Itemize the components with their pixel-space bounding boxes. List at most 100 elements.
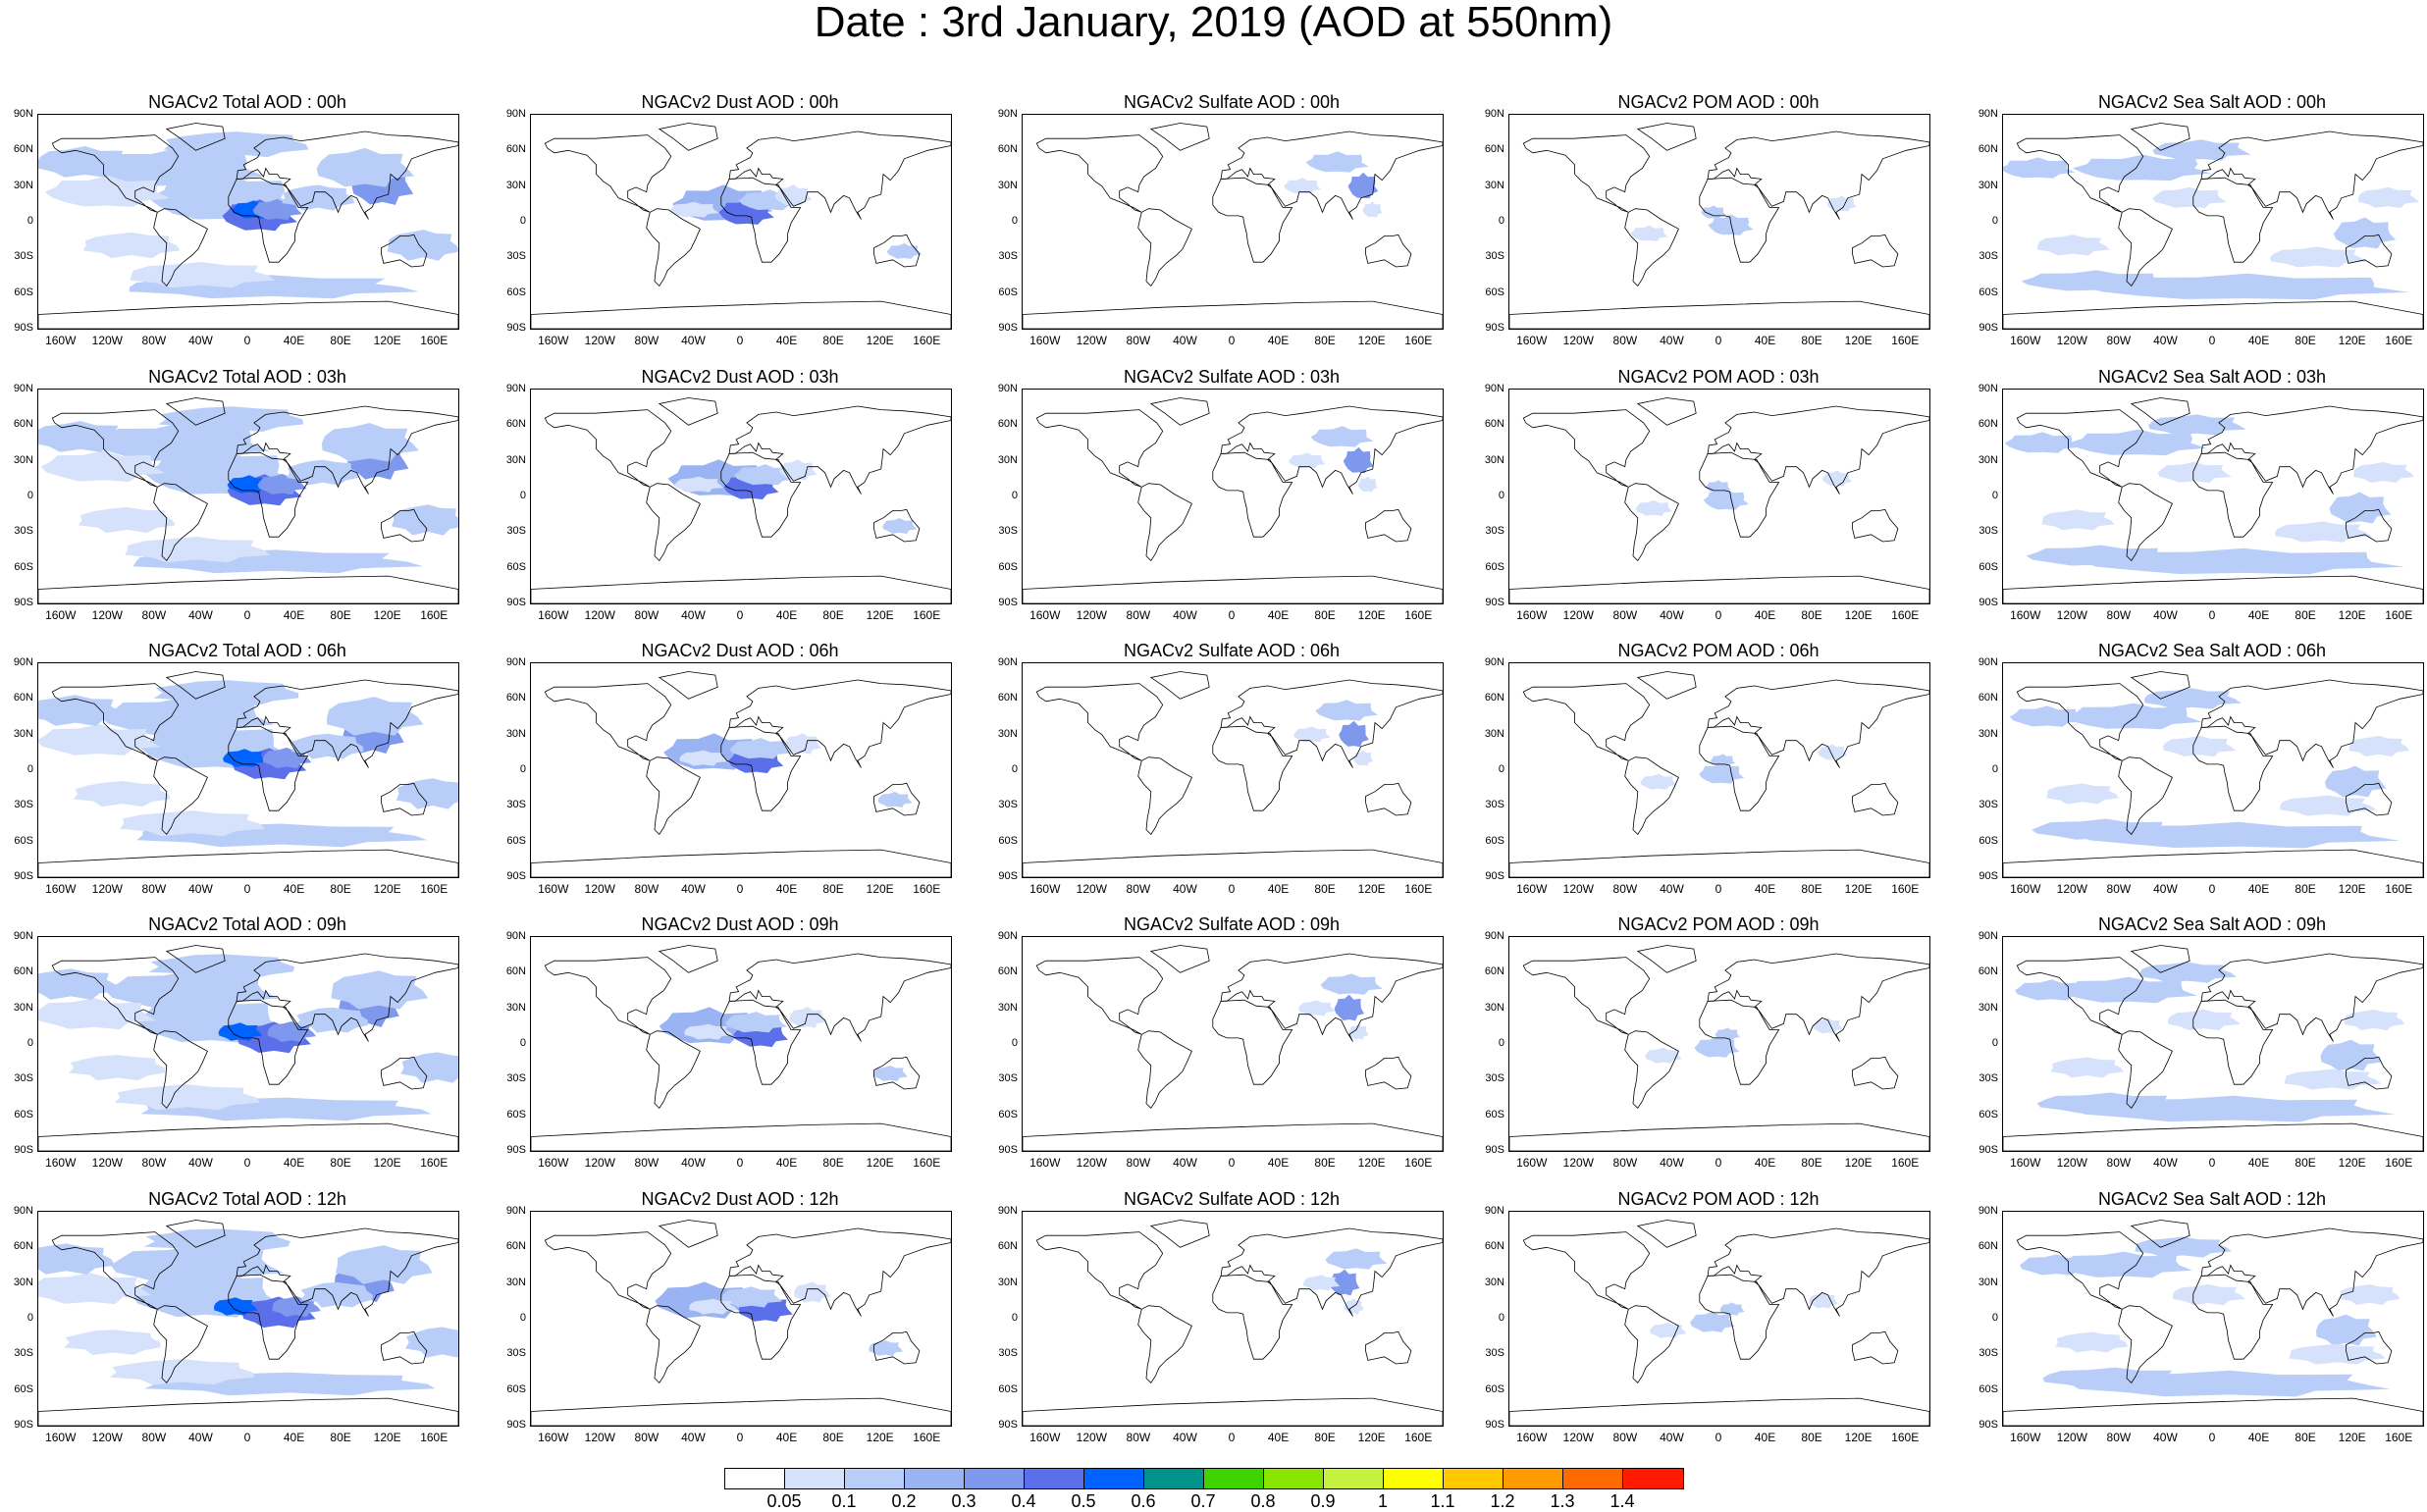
latitude-label: 0	[1498, 215, 1504, 227]
coastline	[228, 999, 309, 1085]
aod-field	[2014, 979, 2089, 1001]
longitude-label: 120E	[373, 1156, 401, 1170]
longitude-label: 80W	[1612, 882, 1638, 896]
coastline	[728, 130, 951, 220]
longitude-label: 0	[1715, 334, 1722, 347]
aod-field	[2162, 735, 2237, 757]
aod-field	[2080, 547, 2405, 575]
latitude-label: 30S	[1485, 1072, 1504, 1085]
longitude-label: 160W	[2010, 334, 2041, 347]
longitude-label: 0	[2208, 334, 2216, 347]
latitude-label: 90N	[1484, 656, 1504, 668]
aod-field	[78, 506, 176, 534]
longitude-label: 40E	[283, 608, 305, 622]
aod-field	[1630, 225, 1668, 241]
longitude-label: 160W	[1029, 608, 1061, 622]
longitude-label: 0	[243, 1431, 251, 1444]
aod-field	[68, 1055, 166, 1081]
longitude-label: 160W	[1516, 1431, 1548, 1444]
latitude-label: 0	[1498, 763, 1504, 775]
aod-field	[1635, 499, 1673, 516]
coastline	[2016, 409, 2144, 488]
latitude-label: 90S	[1979, 1144, 1998, 1156]
aod-field	[882, 518, 918, 534]
coastline	[658, 671, 718, 700]
colorbar-label: 1.3	[1550, 1491, 1575, 1511]
longitude-label: 0	[1715, 608, 1722, 622]
longitude-label: 160W	[2010, 1431, 2041, 1444]
longitude-label: 160W	[45, 334, 77, 347]
coastline	[1624, 1305, 1679, 1384]
latitude-label: 60N	[505, 1240, 526, 1253]
latitude-label: 0	[1991, 490, 1998, 501]
longitude-label: 160W	[538, 1156, 569, 1170]
coastline	[2346, 1330, 2393, 1365]
colorbar	[724, 1468, 1684, 1489]
longitude-label: 80E	[2295, 1156, 2316, 1170]
coastline	[2003, 1122, 2423, 1151]
latitude-label: 0	[1991, 215, 1998, 227]
latitude-label: 60S	[506, 1108, 526, 1121]
latitude-label: 90S	[14, 597, 33, 608]
aod-field	[158, 406, 304, 433]
longitude-label: 120E	[2338, 334, 2366, 347]
longitude-label: 40E	[1754, 1156, 1776, 1170]
longitude-label: 80W	[141, 1156, 167, 1170]
longitude-label: 120E	[866, 882, 894, 896]
latitude-label: 60N	[1978, 965, 1998, 978]
aod-field	[1821, 470, 1853, 487]
latitude-label: 30S	[1979, 525, 1998, 538]
longitude-label: 120W	[1562, 1431, 1595, 1444]
longitude-label: 80W	[2106, 882, 2132, 896]
coastline	[1636, 945, 1697, 973]
longitude-label: 160E	[913, 882, 941, 896]
latitude-label: 30N	[1978, 179, 1998, 191]
longitude-label: 120E	[373, 334, 401, 347]
longitude-label: 120W	[91, 1431, 124, 1444]
colorbar-label: 0.4	[1011, 1491, 1036, 1511]
longitude-label: 0	[1228, 334, 1236, 347]
map-panel	[2002, 662, 2424, 878]
longitude-label: 40W	[681, 1431, 706, 1444]
longitude-label: 80W	[1612, 334, 1638, 347]
coastline	[1707, 953, 1929, 1042]
latitude-label: 30S	[998, 1072, 1018, 1085]
longitude-label: 80W	[141, 334, 167, 347]
coastline	[646, 483, 701, 562]
panel-title: NGACv2 Sulfate AOD : 12h	[1123, 1189, 1341, 1209]
coastline	[1636, 123, 1697, 151]
aod-field	[1719, 1302, 1745, 1316]
longitude-label: 40W	[188, 608, 213, 622]
aod-field	[2060, 976, 2197, 1004]
aod-field	[110, 1244, 284, 1284]
latitude-label: 60S	[1485, 834, 1504, 847]
aod-field	[1297, 1000, 1336, 1017]
aod-field	[286, 459, 359, 486]
coastline	[1149, 123, 1210, 151]
coastline	[2200, 405, 2423, 495]
aod-field	[2320, 1039, 2382, 1071]
longitude-label: 120E	[373, 1431, 401, 1444]
latitude-label: 60S	[506, 560, 526, 573]
longitude-label: 160E	[913, 1431, 941, 1444]
coastline	[1699, 451, 1780, 538]
coastline	[38, 300, 458, 329]
longitude-label: 40W	[1173, 608, 1197, 622]
latitude-label: 90N	[505, 108, 526, 120]
aod-field	[267, 1021, 317, 1043]
coastline	[2200, 679, 2423, 768]
aod-map	[1509, 671, 1929, 877]
coastline	[228, 725, 309, 811]
aod-field	[125, 537, 271, 563]
colorbar-label: 0.05	[766, 1491, 802, 1511]
longitude-label: 120E	[2338, 882, 2366, 896]
latitude-label: 30S	[998, 250, 1018, 263]
latitude-label: 0	[26, 1037, 33, 1049]
aod-field	[2003, 157, 2076, 179]
latitude-label: 0	[1011, 490, 1018, 501]
panel-grid: NGACv2 Total AOD : 00h 90N 60N 30N 0 30S 60S 90…	[14, 92, 2424, 1444]
latitude-label: 30N	[1978, 727, 1998, 740]
coastline	[1212, 177, 1293, 263]
coastline	[381, 234, 428, 268]
longitude-label: 80E	[822, 608, 844, 622]
